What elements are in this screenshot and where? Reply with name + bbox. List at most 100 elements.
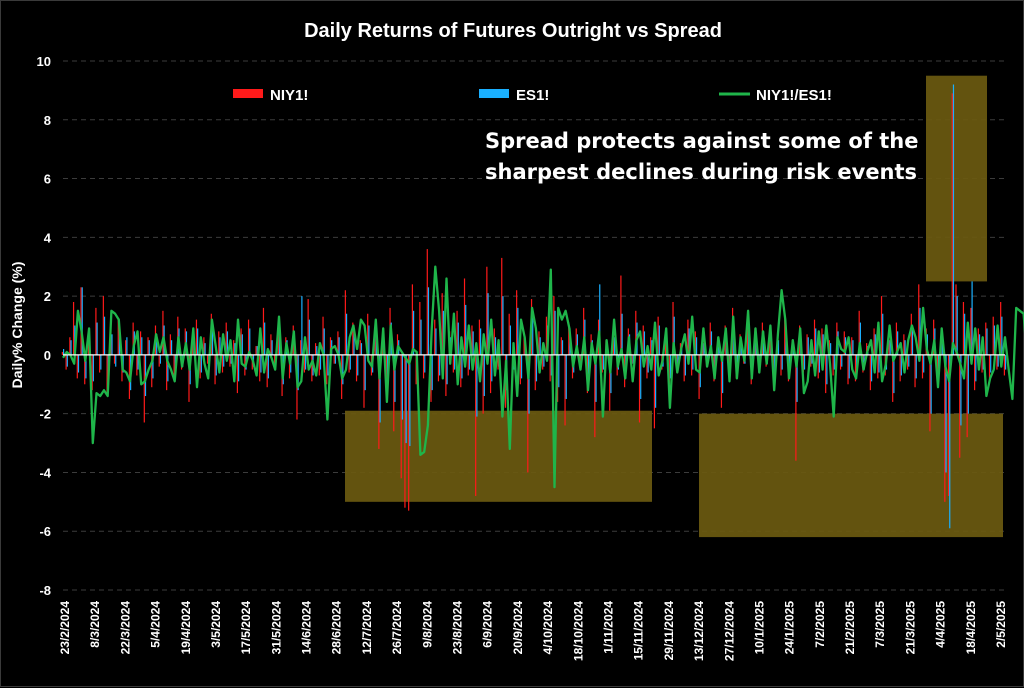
bar-es1 (647, 354, 649, 373)
bar-niy1 (992, 316, 994, 355)
x-tick-label: 21/3/2025 (903, 601, 917, 655)
x-tick-label: 7/3/2025 (873, 601, 887, 648)
bar-es1 (517, 307, 519, 355)
legend-label: ES1! (516, 87, 549, 104)
bar-es1 (692, 354, 694, 370)
bar-es1 (558, 354, 560, 388)
bar-niy1 (698, 354, 700, 399)
bar-niy1 (467, 354, 469, 376)
bar-es1 (126, 337, 128, 355)
bar-es1 (468, 354, 471, 370)
bar-es1 (818, 354, 821, 373)
bar-niy1 (173, 354, 175, 382)
bar-niy1 (694, 331, 696, 355)
bar-es1 (144, 354, 147, 397)
chart-title: Daily Returns of Futures Outright vs Spr… (304, 20, 722, 42)
bar-niy1 (218, 331, 220, 355)
bar-niy1 (99, 354, 101, 373)
bar-es1 (334, 354, 337, 364)
bar-es1 (197, 328, 199, 355)
bar-es1 (70, 340, 72, 355)
bar-niy1 (523, 334, 525, 355)
annotation-text: Spread protects against some of the (485, 129, 919, 153)
line-niy1-es1 (62, 265, 1024, 489)
bar-es1 (446, 354, 448, 385)
bar-niy1 (87, 343, 90, 355)
bar-niy1 (646, 354, 648, 379)
x-tick-label: 5/4/2024 (149, 601, 163, 648)
bar-es1 (1001, 316, 1003, 355)
bar-niy1 (944, 354, 946, 502)
bar-niy1 (575, 328, 577, 355)
bar-niy1 (933, 319, 935, 355)
x-tick-label: 23/8/2024 (451, 601, 465, 655)
bar-niy1 (851, 337, 853, 355)
bar-niy1 (549, 354, 551, 382)
bar-es1 (308, 319, 310, 355)
bar-niy1 (158, 354, 160, 367)
bar-niy1 (609, 354, 611, 411)
bar-es1 (833, 354, 835, 370)
bar-es1 (472, 331, 474, 355)
bar-niy1 (188, 354, 190, 402)
bar-es1 (990, 354, 992, 373)
bar-niy1 (61, 351, 63, 355)
bar-niy1 (631, 354, 633, 364)
bar-niy1 (936, 354, 938, 373)
bar-es1 (930, 354, 932, 414)
bar-niy1 (355, 354, 358, 382)
bar-niy1 (638, 354, 641, 423)
x-tick-label: 6/9/2024 (481, 601, 495, 648)
x-tick-label: 13/12/2024 (692, 601, 706, 661)
bar-es1 (811, 354, 813, 364)
bar-niy1 (274, 354, 276, 367)
bar-niy1 (207, 354, 209, 364)
bar-niy1 (69, 337, 71, 355)
bar-es1 (658, 325, 660, 355)
bar-niy1 (527, 354, 529, 473)
bar-niy1 (333, 354, 335, 364)
bar-es1 (889, 340, 891, 355)
x-tick-label: 18/10/2024 (571, 601, 585, 661)
bar-niy1 (311, 354, 313, 382)
bar-es1 (115, 354, 117, 367)
bar-es1 (342, 354, 344, 385)
bar-niy1 (780, 354, 782, 376)
bar-niy1 (635, 310, 637, 355)
bar-es1 (997, 354, 999, 367)
y-tick-label: 4 (44, 230, 52, 245)
bar-niy1 (746, 316, 749, 355)
bar-niy1 (951, 93, 953, 355)
x-tick-label: 24/1/2025 (783, 601, 797, 655)
bar-es1 (260, 354, 262, 373)
bar-es1 (915, 354, 917, 379)
bar-es1 (305, 354, 307, 370)
bar-niy1 (988, 354, 991, 379)
bar-niy1 (65, 354, 67, 370)
x-tick-label: 18/4/2025 (964, 601, 978, 655)
bar-es1 (200, 354, 202, 373)
bar-niy1 (553, 296, 555, 355)
bar-niy1 (501, 257, 503, 355)
bar-niy1 (519, 354, 521, 385)
bar-niy1 (307, 299, 309, 355)
bar-niy1 (162, 310, 164, 355)
bar-es1 (640, 354, 642, 399)
bar-es1 (870, 354, 873, 382)
bar-es1 (978, 334, 981, 355)
bar-niy1 (169, 334, 171, 355)
bar-niy1 (300, 340, 302, 355)
bar-niy1 (136, 354, 138, 376)
bar-niy1 (337, 331, 339, 355)
bar-niy1 (720, 354, 723, 408)
bar-es1 (655, 354, 657, 408)
bar-es1 (297, 354, 299, 391)
bar-niy1 (869, 354, 871, 391)
bar-es1 (111, 334, 113, 355)
bar-niy1 (650, 337, 652, 355)
bar-niy1 (691, 354, 693, 376)
bar-es1 (319, 354, 322, 370)
bar-niy1 (664, 334, 667, 355)
bar-es1 (964, 313, 966, 355)
